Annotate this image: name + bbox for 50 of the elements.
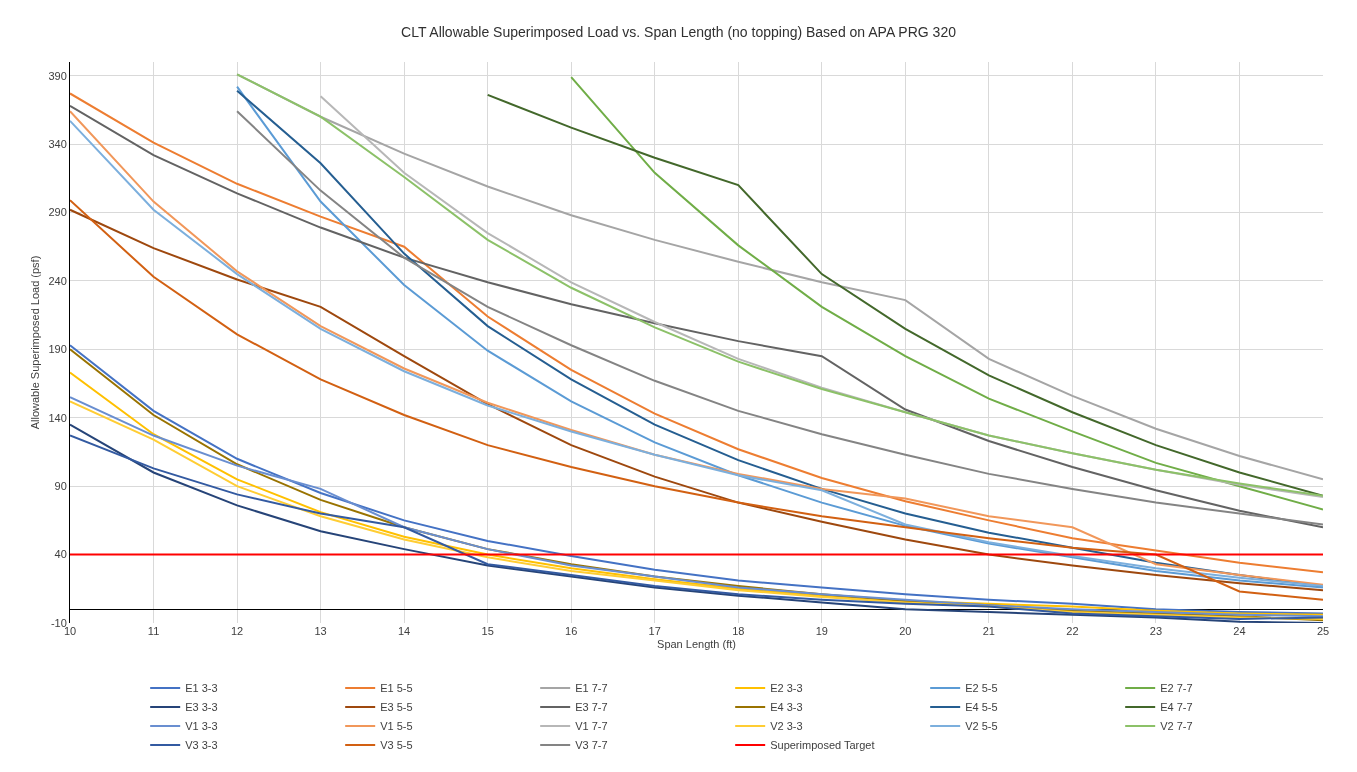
- legend-label: V2 7-7: [1160, 720, 1193, 733]
- legend-label: V3 3-3: [185, 739, 218, 752]
- legend-label: V1 7-7: [575, 720, 608, 733]
- x-tick-label: 24: [1233, 625, 1246, 637]
- legend-label: E3 3-3: [185, 701, 218, 714]
- legend-label: E2 5-5: [965, 682, 998, 695]
- x-tick-label: 22: [1066, 625, 1079, 637]
- y-tick-label: 240: [48, 274, 67, 287]
- y-tick-label: 390: [48, 69, 67, 82]
- x-tick-label: 16: [565, 625, 578, 637]
- legend-label: V1 3-3: [185, 720, 218, 733]
- x-tick-label: 13: [314, 625, 327, 637]
- x-tick-label: 11: [147, 625, 160, 637]
- legend-label: E3 7-7: [575, 701, 608, 714]
- x-tick-label: 14: [398, 625, 411, 637]
- x-tick-label: 17: [648, 625, 661, 637]
- legend-label: E1 5-5: [380, 682, 413, 695]
- x-axis-title: Span Length (ft): [657, 638, 736, 651]
- x-tick-label: 21: [982, 625, 995, 637]
- x-tick-label: 25: [1316, 625, 1330, 637]
- x-tick-label: 23: [1149, 625, 1163, 637]
- legend-label: E4 7-7: [1160, 701, 1193, 714]
- x-tick-label: 20: [899, 625, 912, 637]
- x-tick-label: 12: [230, 625, 244, 637]
- y-tick-label: 290: [48, 206, 67, 219]
- x-tick-label: 18: [732, 625, 745, 637]
- legend-label: E2 3-3: [770, 682, 803, 695]
- legend-label: V3 5-5: [380, 739, 413, 752]
- chart-title: CLT Allowable Superimposed Load vs. Span Length (no topping) Based on APA PRG 320: [401, 23, 957, 40]
- legend-label: V2 3-3: [770, 720, 803, 733]
- legend-label: V2 5-5: [965, 720, 998, 733]
- legend-label: E4 5-5: [965, 701, 998, 714]
- legend-label: E2 7-7: [1160, 682, 1193, 695]
- line-series: [570, 76, 1323, 511]
- legend-label: E4 3-3: [770, 701, 803, 714]
- x-tick-label: 15: [481, 625, 494, 637]
- y-tick-label: 190: [48, 343, 67, 356]
- legend-label: E3 5-5: [380, 701, 413, 714]
- y-tick-label: 40: [54, 548, 67, 561]
- legend-label: V1 5-5: [380, 720, 413, 733]
- y-tick-label: 90: [54, 480, 67, 493]
- line-series: [486, 93, 1323, 497]
- legend-label: E1 3-3: [185, 682, 218, 695]
- y-axis-title: Allowable Superimposed Load (psf): [29, 255, 42, 430]
- x-tick-label: 19: [815, 625, 828, 637]
- legend-label: E1 7-7: [575, 682, 608, 695]
- legend-label: V3 7-7: [575, 739, 608, 752]
- y-tick-label: 340: [48, 137, 67, 150]
- y-tick-label: 140: [48, 411, 67, 424]
- legend-label: Superimposed Target: [770, 739, 875, 752]
